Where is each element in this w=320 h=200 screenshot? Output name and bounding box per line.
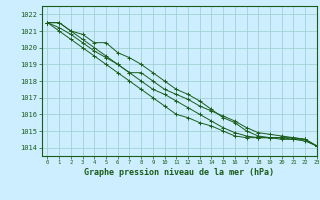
X-axis label: Graphe pression niveau de la mer (hPa): Graphe pression niveau de la mer (hPa) — [84, 168, 274, 177]
